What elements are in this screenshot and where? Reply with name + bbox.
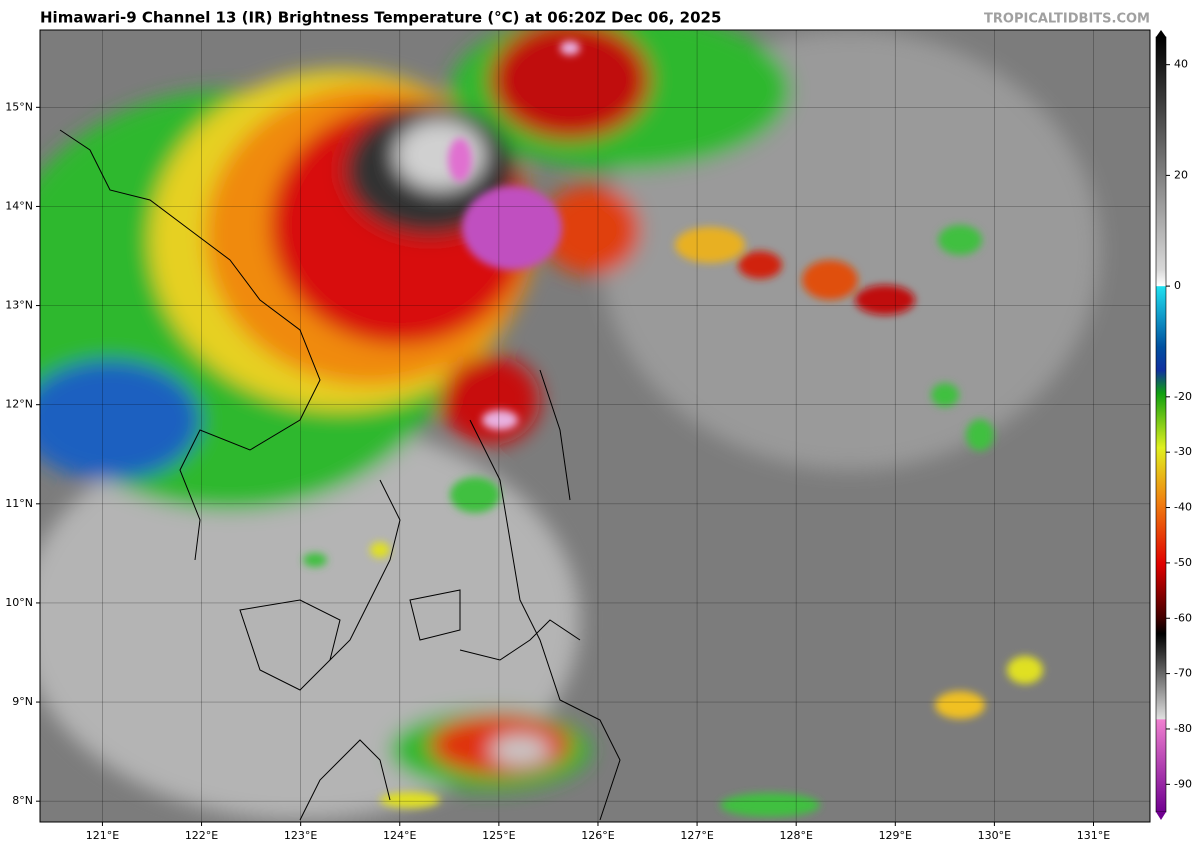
lat-label: 13°N (5, 299, 33, 312)
colorbar-tick-label: 40 (1174, 58, 1188, 71)
lon-label: 122°E (185, 829, 218, 842)
colorbar-tick-label: -60 (1174, 611, 1192, 624)
lon-label: 130°E (978, 829, 1011, 842)
lon-label: 128°E (779, 829, 812, 842)
map-frame (39, 29, 1151, 823)
title: Himawari-9 Channel 13 (IR) Brightness Te… (40, 9, 721, 27)
lon-label: 129°E (879, 829, 912, 842)
colorbar-bar (1155, 36, 1167, 813)
credit: TROPICALTIDBITS.COM (984, 12, 1150, 27)
colorbar-tick-label: -40 (1174, 501, 1192, 514)
colorbar-extend-bottom (1156, 812, 1166, 820)
colorbar-tick-label: -70 (1174, 667, 1192, 680)
colorbar-tick-label: 0 (1174, 279, 1181, 292)
colorbar-tick-label: 20 (1174, 168, 1188, 181)
lon-label: 121°E (86, 829, 119, 842)
lat-label: 9°N (12, 695, 33, 708)
lon-label: 123°E (284, 829, 317, 842)
lat-label: 15°N (5, 100, 33, 113)
lon-label: 125°E (482, 829, 515, 842)
colorbar-tick-label: -80 (1174, 722, 1192, 735)
colorbar-tick-label: -30 (1174, 445, 1192, 458)
lat-label: 8°N (12, 794, 33, 807)
colorbar-tick-label: -90 (1174, 777, 1192, 790)
graticule (40, 30, 1150, 822)
lat-label: 14°N (5, 199, 33, 212)
coastlines (59, 129, 621, 821)
lon-label: 131°E (1077, 829, 1110, 842)
lon-label: 126°E (581, 829, 614, 842)
colorbar-extend-top (1156, 30, 1166, 37)
colorbar-tick-label: -20 (1174, 390, 1192, 403)
colorbar-tick-label: -50 (1174, 556, 1192, 569)
satellite-imagery (40, 30, 1150, 822)
lat-label: 12°N (5, 398, 33, 411)
lon-label: 127°E (680, 829, 713, 842)
lat-label: 10°N (5, 596, 33, 609)
colorbar (1155, 30, 1167, 820)
lon-label: 124°E (383, 829, 416, 842)
lat-label: 11°N (5, 497, 33, 510)
